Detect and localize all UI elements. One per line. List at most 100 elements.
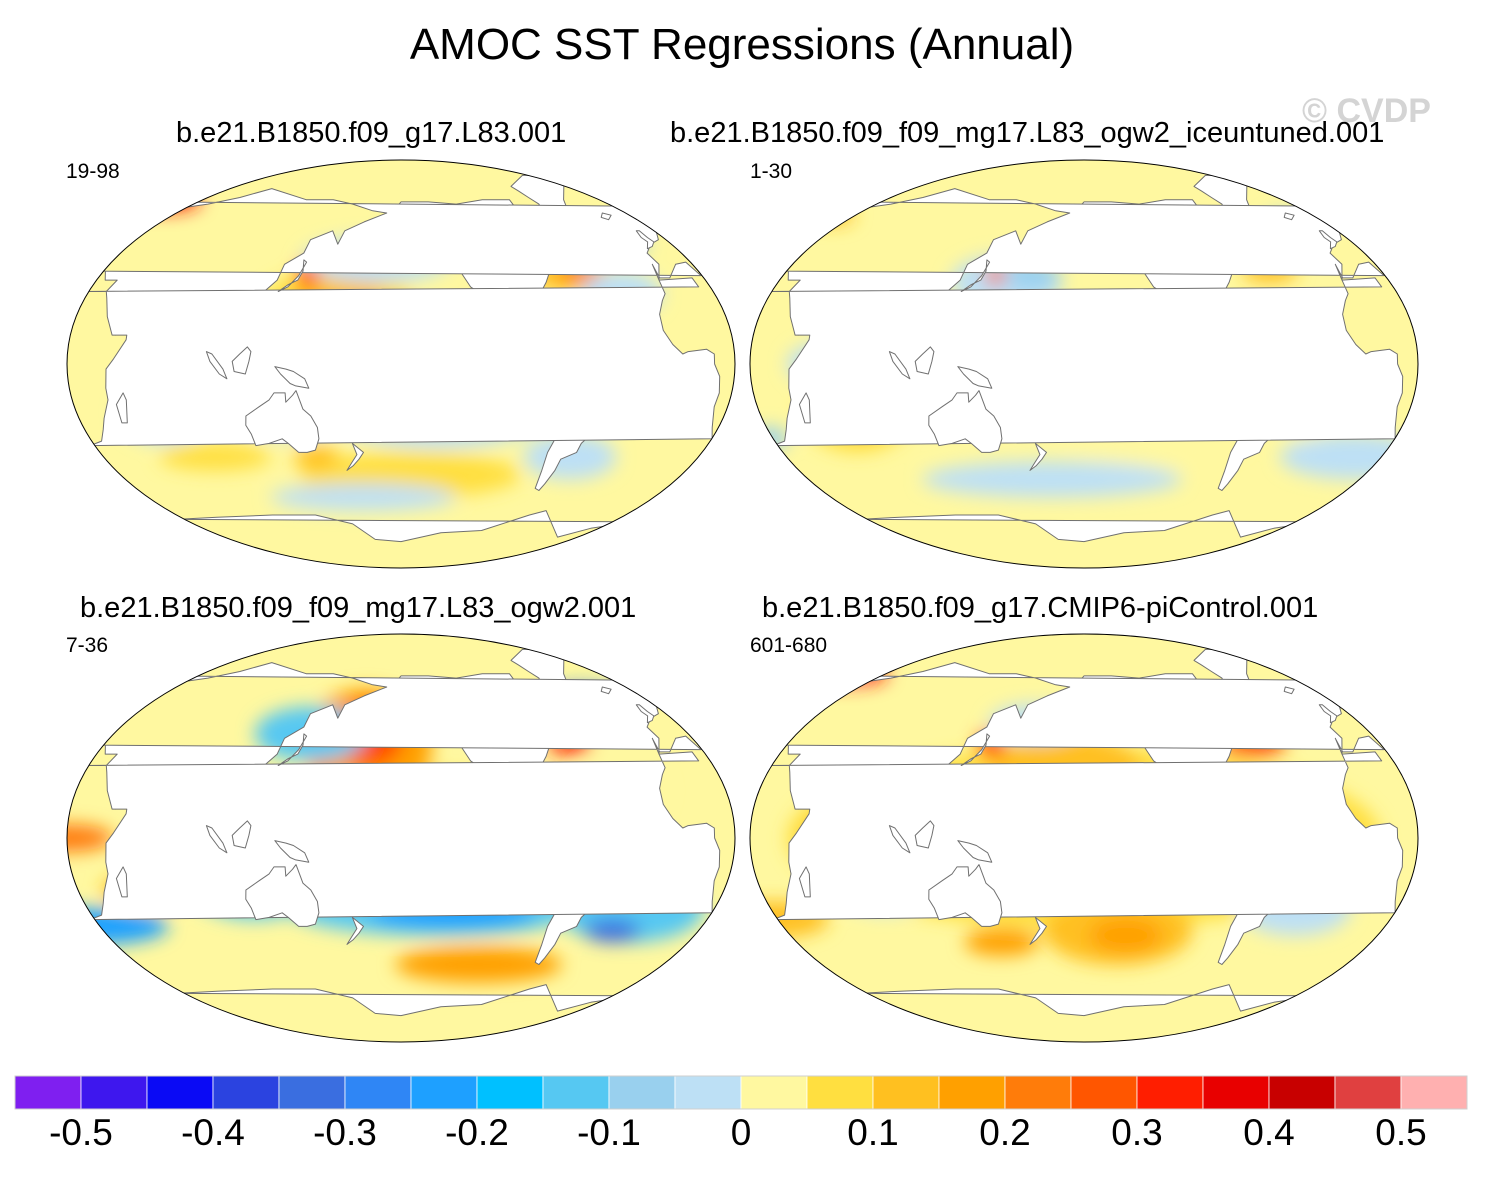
colorbar-box [542,1075,610,1110]
panel-2-map [749,159,1419,569]
colorbar-box [608,1075,676,1110]
land-new-zealand [1029,916,1047,945]
colorbar-tick-label: -0.1 [577,1112,641,1153]
colorbar-tick-label: -0.2 [445,1112,509,1153]
panel-4-years: 601-680 [750,634,828,657]
sst-anomaly-region [809,206,855,225]
colorbar-box [1268,1075,1336,1110]
colorbar-tick-label: -0.3 [313,1112,377,1153]
colorbar-tick-label: 0.3 [1111,1112,1163,1153]
sst-anomaly-region [126,188,202,212]
land-new-zealand [1029,442,1047,471]
land-australia [245,390,320,453]
land-borneo [231,346,252,375]
colorbar-tick-label: 0.2 [979,1112,1031,1153]
colorbar-tick-label: -0.5 [49,1112,113,1153]
land-new-guinea [274,840,310,863]
land-japan [960,259,991,292]
panel-2-title: b.e21.B1850.f09_f09_mg17.L83_ogw2_iceunt… [670,117,1385,149]
land-iceland [600,212,612,221]
colorbar-box [14,1075,82,1110]
land-australia [928,864,1003,927]
land-japan [277,259,308,292]
land-japan [960,733,991,766]
panel-4-title: b.e21.B1850.f09_g17.CMIP6-piControl.001 [762,592,1319,624]
colorbar-box [410,1075,478,1110]
land-africa [84,751,721,921]
panel-1-map [66,159,736,569]
land-uk [1318,704,1338,724]
land-madagascar [798,866,811,898]
sst-anomaly-region [922,461,1182,498]
land-uk [635,230,655,250]
colorbar-box [212,1075,280,1110]
sst-anomaly-region [834,666,864,677]
sst-anomaly-region [806,662,888,686]
land-sumatra [205,825,228,854]
land-madagascar [115,866,128,898]
land-africa [767,277,1404,447]
land-uk [1318,230,1338,250]
panel-2-years: 1-30 [750,160,793,183]
land-new-guinea [957,840,993,863]
panel-3-title: b.e21.B1850.f09_f09_mg17.L83_ogw2.001 [80,592,637,624]
land-new-zealand [346,916,364,945]
colorbar-box [344,1075,412,1110]
colorbar-box [1400,1075,1468,1110]
land-iceland [600,686,612,695]
land-madagascar [798,392,811,424]
land-borneo [914,346,935,375]
land-borneo [231,820,252,849]
colorbar-box [476,1075,544,1110]
colorbar-box [80,1075,148,1110]
panel-3-years: 7-36 [66,634,109,657]
panel-3-map [66,633,736,1043]
map-border [66,633,736,1043]
sst-anomaly-region [584,919,640,943]
sst-anomaly-region [67,824,114,852]
land-iceland [1283,686,1295,695]
map-border [749,633,1419,1043]
land-sumatra [205,351,228,380]
colorbar-box [1334,1075,1402,1110]
land-iceland [1283,212,1295,221]
figure-title: AMOC SST Regressions (Annual) [409,20,1075,69]
colorbar-box [674,1075,742,1110]
sst-anomaly-region [151,192,181,203]
colorbar-box [146,1075,214,1110]
colorbar-tick-label: -0.4 [181,1112,245,1153]
sst-anomaly-region [750,427,788,451]
sst-anomaly-region [1088,917,1163,954]
sst-anomaly-region [159,443,271,471]
land-borneo [914,820,935,849]
land-uk [635,704,655,724]
colorbar-box [938,1075,1006,1110]
colorbar-tick-label: 0 [730,1112,752,1153]
land-australia [928,390,1003,453]
colorbar-box [278,1075,346,1110]
sst-anomaly-region [394,946,562,983]
land-sumatra [888,351,911,380]
colorbar-tick-label: 0.1 [847,1112,899,1153]
land-africa [767,751,1404,921]
colorbar-tick-label: 0.4 [1243,1112,1295,1153]
colorbar-box [1004,1075,1072,1110]
colorbar-box [1202,1075,1270,1110]
colorbar-box [872,1075,940,1110]
land-new-zealand [346,442,364,471]
land-sumatra [888,825,911,854]
land-madagascar [115,392,128,424]
land-new-guinea [957,366,993,389]
sst-anomaly-region [270,483,456,511]
sst-anomaly-region [964,928,1039,956]
land-new-guinea [274,366,310,389]
map-border [749,159,1419,569]
land-africa [84,277,721,447]
colorbar [14,1075,1468,1110]
colorbar-tick-label: 0.5 [1375,1112,1427,1153]
land-australia [245,864,320,927]
map-border [66,159,736,569]
panel-1-years: 19-98 [66,160,120,183]
colorbar-box [806,1075,874,1110]
colorbar-box [1136,1075,1204,1110]
